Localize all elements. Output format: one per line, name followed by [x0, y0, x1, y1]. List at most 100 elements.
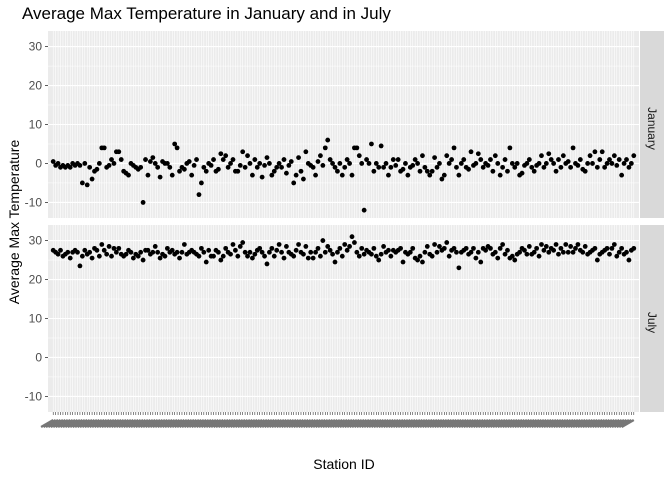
data-point	[616, 249, 622, 255]
data-point	[369, 141, 374, 147]
data-point	[138, 249, 144, 255]
data-point	[106, 163, 112, 168]
data-point	[403, 161, 408, 166]
data-point	[257, 245, 263, 251]
data-point	[611, 242, 617, 247]
data-point	[361, 251, 367, 257]
data-point	[381, 244, 386, 249]
data-point	[267, 161, 272, 166]
data-point	[279, 164, 284, 170]
data-point	[439, 176, 445, 182]
data-point	[570, 145, 576, 151]
data-point	[157, 255, 163, 261]
data-point	[592, 149, 598, 155]
data-point	[252, 251, 258, 257]
data-point	[565, 159, 571, 164]
data-point	[451, 145, 457, 151]
data-point	[96, 253, 102, 259]
data-point	[556, 157, 561, 162]
data-point	[87, 249, 93, 255]
data-point	[381, 164, 386, 170]
data-point	[247, 249, 253, 255]
data-point	[441, 172, 447, 178]
data-point	[502, 157, 508, 162]
data-point	[164, 245, 170, 251]
data-point	[376, 257, 382, 263]
data-point	[101, 145, 107, 151]
y-tick-label: 10	[29, 118, 43, 132]
data-point	[609, 161, 615, 166]
data-point	[454, 164, 459, 170]
facet-strip-label: July	[645, 312, 659, 333]
data-point	[191, 163, 197, 168]
data-point	[315, 245, 321, 251]
data-point	[478, 157, 484, 162]
data-point	[79, 253, 85, 259]
data-point	[155, 249, 161, 255]
data-point	[308, 249, 314, 255]
data-point	[218, 151, 224, 157]
data-point	[495, 161, 501, 166]
data-point	[335, 249, 340, 255]
data-point	[228, 161, 233, 166]
data-point	[488, 157, 493, 162]
data-point	[293, 172, 299, 178]
data-point	[456, 265, 462, 271]
data-point	[150, 249, 156, 255]
data-point	[441, 245, 447, 251]
data-point	[582, 168, 588, 174]
data-point	[325, 137, 331, 143]
data-point	[235, 168, 241, 174]
y-tick-label: -10	[25, 389, 43, 403]
facet-panels: -10 0 10 20 30 January -10 0 10 20 30 July	[25, 31, 664, 429]
data-point	[422, 164, 428, 170]
data-point	[495, 255, 501, 261]
data-point	[349, 234, 355, 240]
data-point	[111, 161, 117, 166]
data-point	[254, 164, 260, 170]
data-point	[65, 249, 71, 255]
data-point	[475, 151, 481, 157]
data-point	[84, 182, 90, 188]
data-point	[267, 249, 272, 255]
data-point	[444, 240, 450, 245]
data-point	[342, 242, 348, 247]
data-point	[371, 245, 377, 251]
data-point	[169, 172, 175, 178]
data-point	[420, 259, 425, 265]
data-point	[330, 161, 335, 166]
data-point	[570, 249, 576, 255]
y-tick-label: 0	[35, 156, 42, 170]
data-point	[628, 161, 634, 166]
data-point	[505, 247, 510, 253]
data-point	[298, 168, 304, 174]
data-point	[568, 164, 574, 170]
data-point	[611, 153, 617, 159]
data-point	[215, 249, 221, 255]
data-point	[245, 153, 250, 159]
data-point	[390, 157, 396, 162]
data-point	[451, 245, 457, 251]
data-point	[271, 168, 277, 174]
data-point	[82, 247, 88, 253]
data-point	[626, 164, 632, 170]
data-point	[259, 174, 265, 180]
data-point	[198, 180, 204, 186]
data-point	[174, 145, 180, 151]
data-point	[50, 159, 56, 164]
data-point	[252, 157, 258, 162]
data-point	[315, 159, 321, 164]
data-point	[310, 164, 316, 170]
data-point	[220, 157, 226, 162]
data-point	[269, 245, 275, 251]
data-point	[94, 166, 100, 172]
data-point	[539, 242, 544, 247]
data-point	[140, 200, 146, 205]
data-point	[281, 157, 287, 162]
data-point	[631, 153, 637, 159]
data-point	[624, 249, 629, 255]
data-point	[524, 251, 530, 257]
y-tick-label: -10	[25, 195, 43, 209]
data-point	[378, 251, 384, 257]
data-point	[179, 249, 185, 255]
